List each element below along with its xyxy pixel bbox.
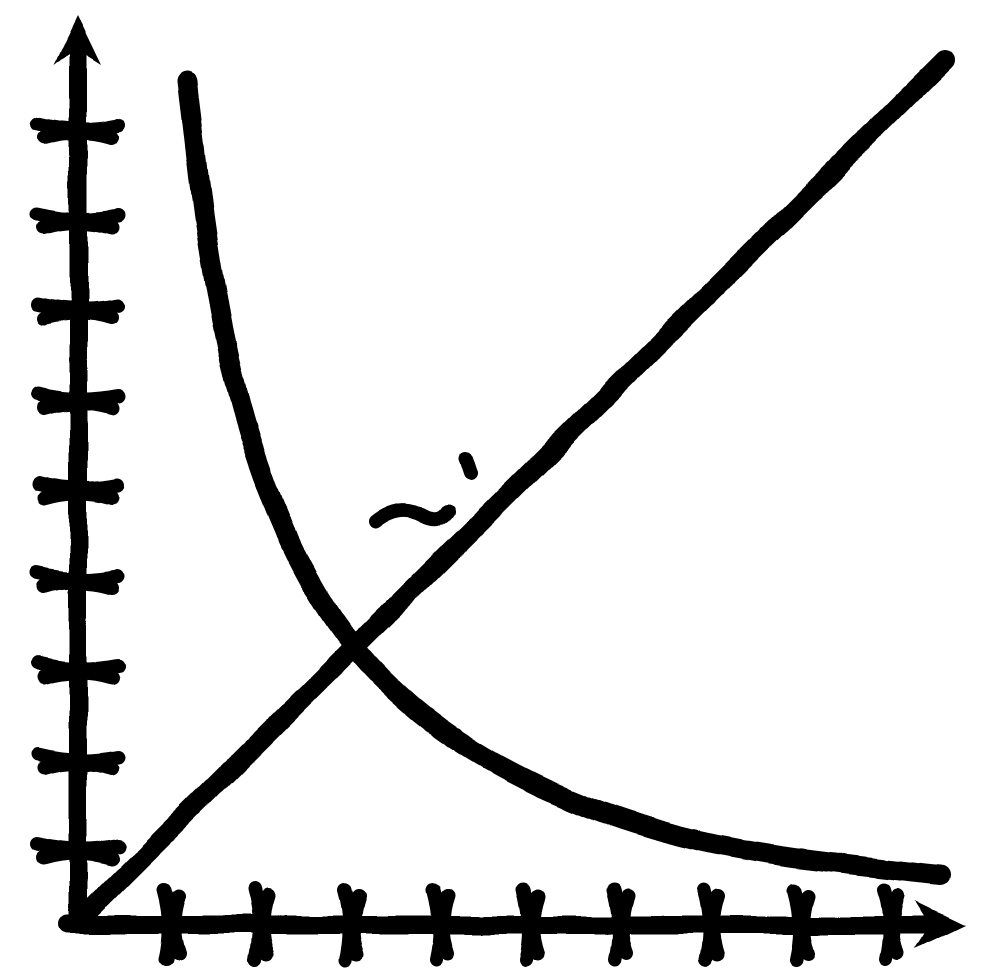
y-tick [38, 214, 118, 228]
y-tick [38, 124, 118, 138]
x-tick [704, 890, 718, 960]
y-tick [38, 574, 118, 588]
y-tick [38, 664, 118, 678]
x-tick [614, 890, 628, 960]
x-tick [884, 890, 898, 960]
x-tick [344, 890, 358, 960]
x-tick [254, 890, 268, 960]
supply-demand-chart [0, 0, 982, 980]
demand-curve [188, 80, 940, 875]
x-tick [434, 890, 448, 960]
center-mark [375, 460, 470, 522]
y-tick [38, 754, 118, 768]
x-tick [524, 890, 538, 960]
x-tick [164, 890, 178, 960]
chart-container [0, 0, 982, 980]
y-tick [38, 394, 118, 408]
y-tick [38, 304, 118, 318]
x-tick [794, 890, 808, 960]
y-tick [38, 844, 118, 858]
y-tick [38, 484, 118, 498]
